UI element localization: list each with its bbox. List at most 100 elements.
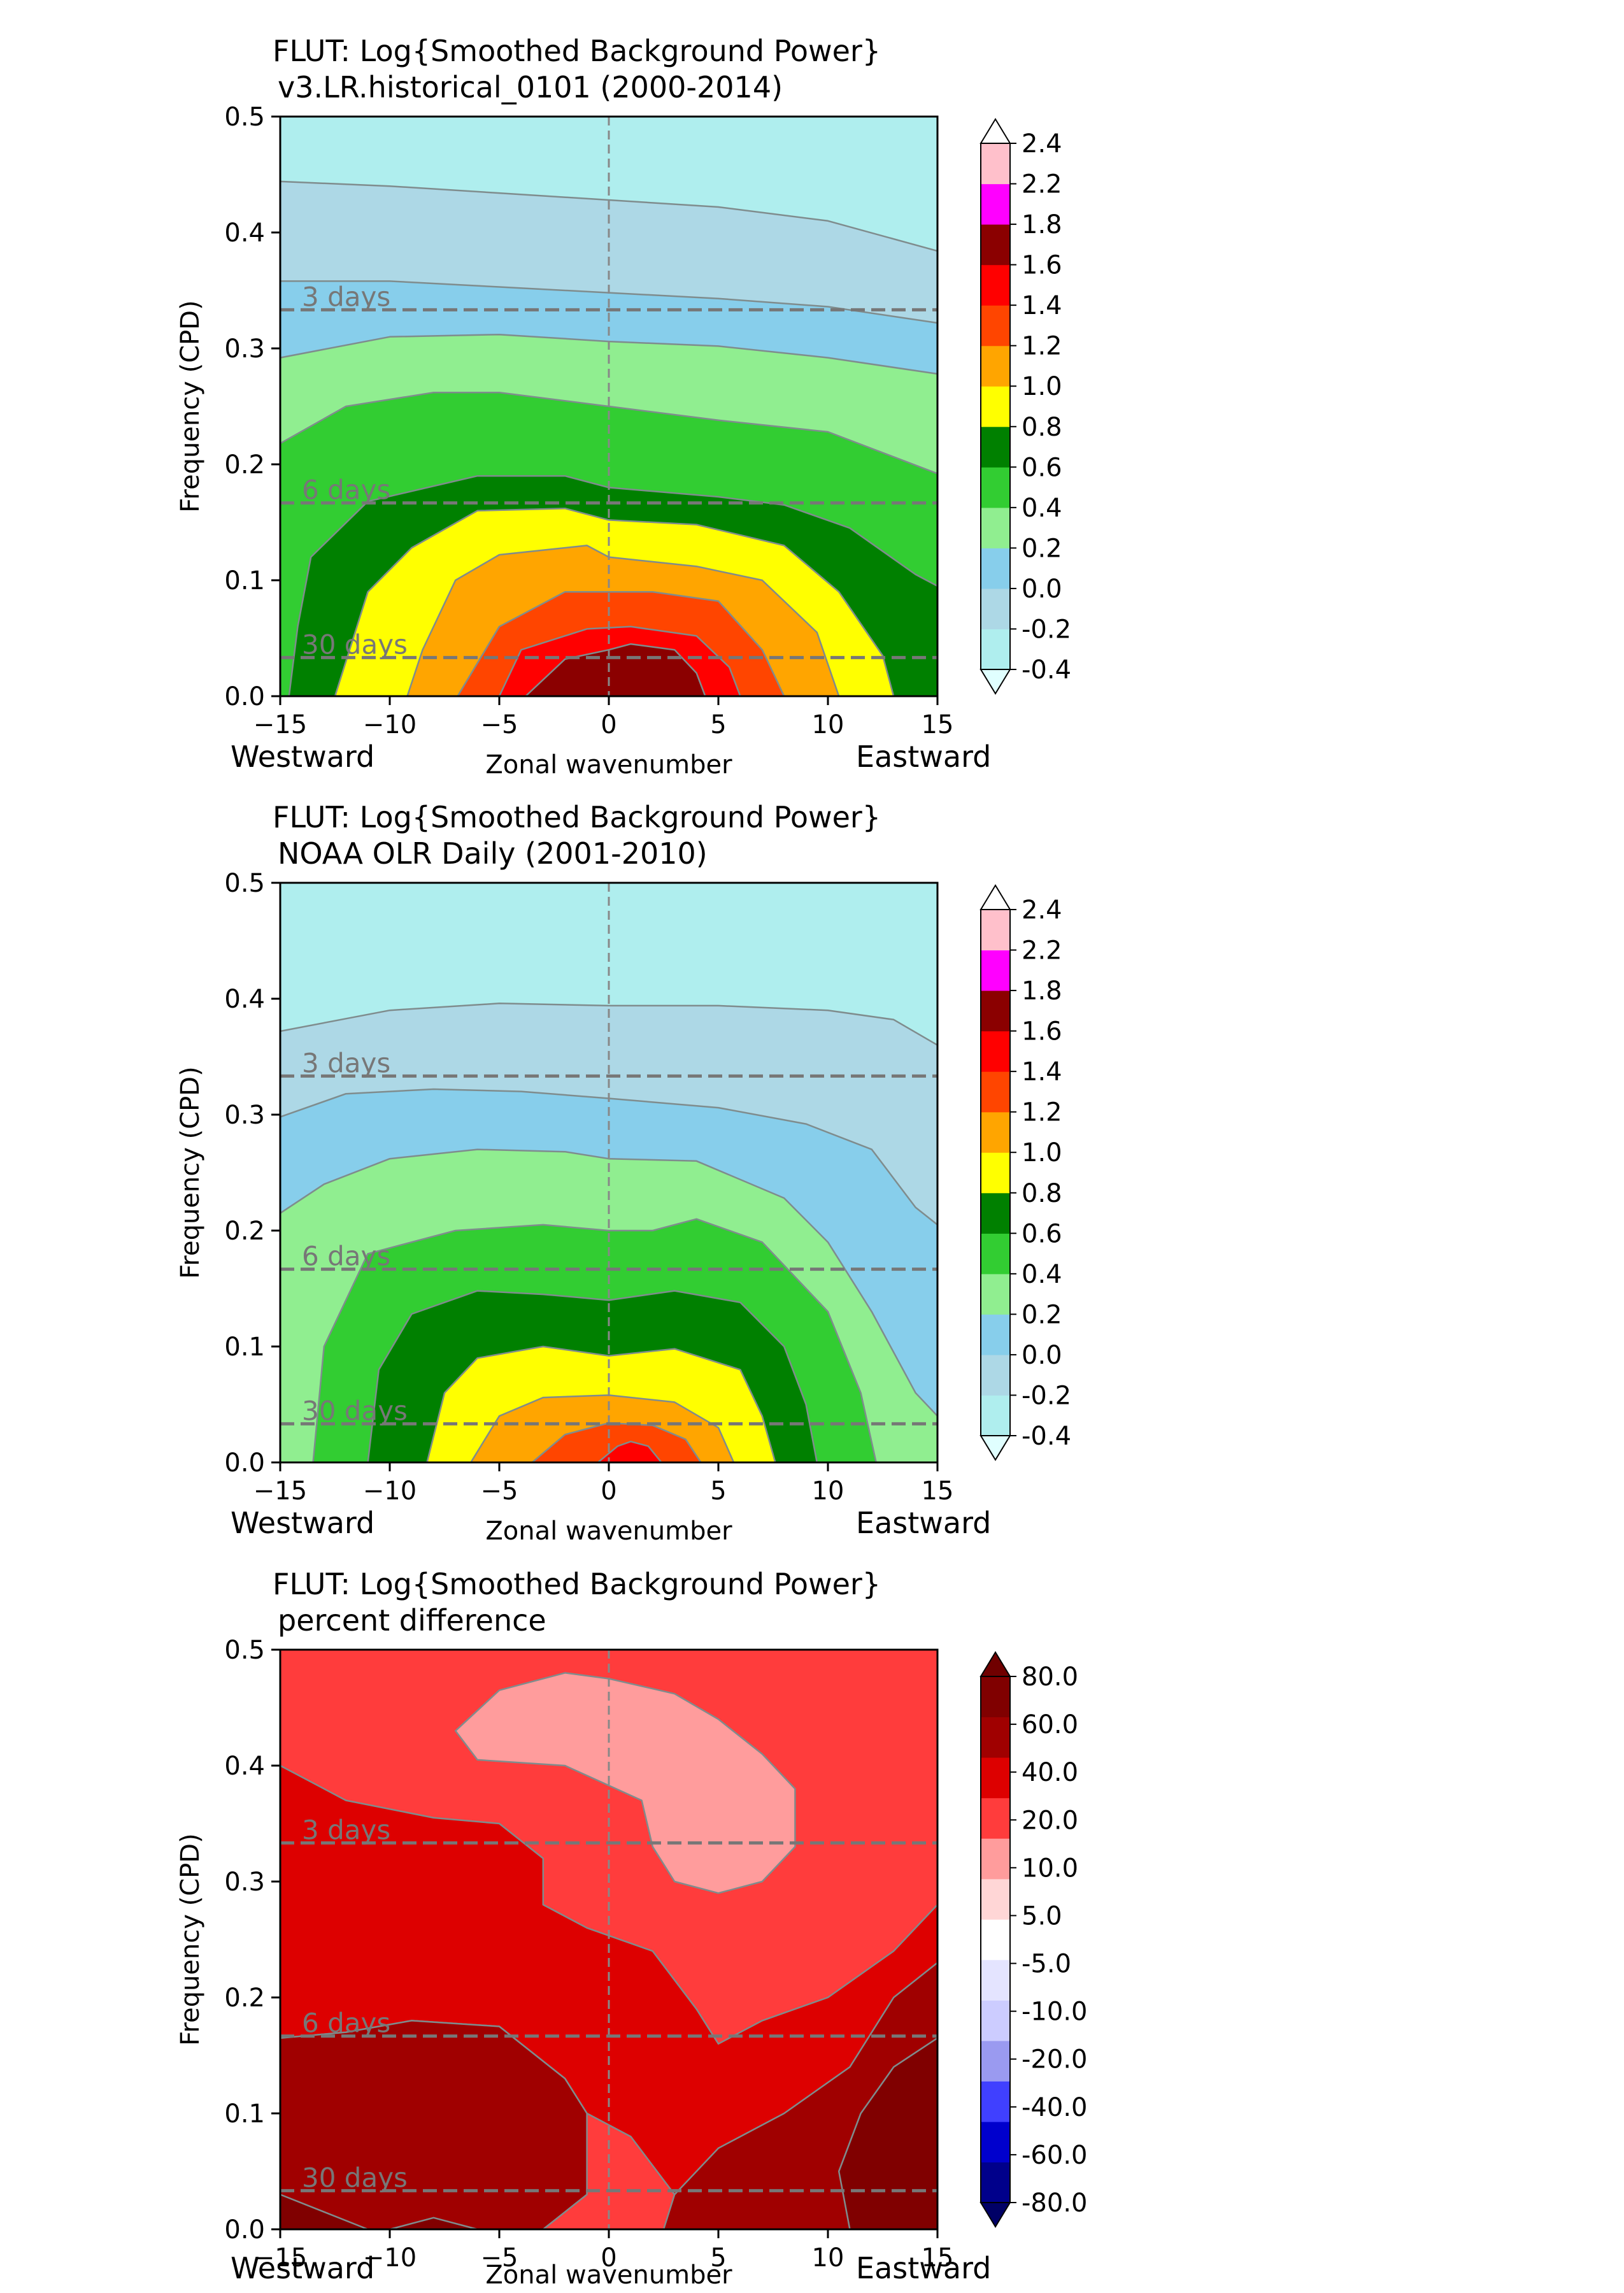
- colorbar-segment: [981, 224, 1010, 266]
- panel-title-line1: FLUT: Log{Smoothed Background Power}: [273, 1567, 881, 1601]
- colorbar-tick-label: -0.2: [1022, 1381, 1071, 1410]
- eastward-label: Eastward: [856, 1506, 991, 1540]
- period-label-6-days: 6 days: [302, 475, 390, 506]
- colorbar-frame: [980, 1676, 1011, 2203]
- colorbar-segment: [981, 1959, 1010, 2001]
- y-tick-label: 0.0: [224, 2215, 265, 2245]
- colorbar-tick-label: 80.0: [1022, 1662, 1078, 1692]
- x-tick-label: −5: [481, 710, 518, 739]
- colorbar-frame: [980, 909, 1011, 1436]
- x-tick-label: 10: [812, 2243, 844, 2273]
- x-tick-label: 0: [601, 710, 616, 739]
- x-axis-label: Zonal wavenumber: [485, 2261, 732, 2290]
- contour-plot-area: 3 days 6 days 30 days: [279, 882, 939, 1464]
- x-axis-label: Zonal wavenumber: [485, 1517, 732, 1546]
- colorbar-segment: [981, 386, 1010, 427]
- panel-observation: FLUT: Log{Smoothed Background Power} NOA…: [176, 800, 1071, 1546]
- x-tick-label: −10: [363, 710, 417, 739]
- colorbar-tick-label: 1.6: [1022, 1017, 1062, 1046]
- colorbar-tick-label: 0.8: [1022, 413, 1062, 442]
- colorbar-tick-label: -5.0: [1022, 1950, 1071, 1979]
- panel-title-line2: percent difference: [278, 1603, 546, 1638]
- axis-ticks: −15 −10 −5 0 5 10 15 0.0 0.1 0.2 0.3 0.4 0.5: [224, 869, 953, 1506]
- colorbar-tick-label: 0.0: [1022, 1341, 1062, 1370]
- colorbar-segment: [981, 1797, 1010, 1839]
- colorbar-tick-label: -80.0: [1022, 2189, 1088, 2218]
- colorbar-segment: [981, 2162, 1010, 2203]
- colorbar-tick-label: 0.6: [1022, 453, 1062, 482]
- colorbar-tick-label: 60.0: [1022, 1710, 1078, 1739]
- colorbar-segment: [981, 1717, 1010, 1758]
- y-tick-label: 0.2: [224, 450, 265, 480]
- colorbar-segment: [981, 1878, 1010, 1920]
- colorbar-segment: [981, 426, 1010, 468]
- colorbar-tick-label: -60.0: [1022, 2141, 1088, 2170]
- y-tick-label: 0.2: [224, 1217, 265, 1246]
- colorbar-tick-label: 0.0: [1022, 575, 1062, 604]
- y-tick-label: 0.2: [224, 1983, 265, 2013]
- colorbar-tick-label: -10.0: [1022, 1997, 1088, 2027]
- colorbar-segment: [981, 2040, 1010, 2082]
- colorbar-segment: [981, 1152, 1010, 1194]
- colorbar-tick-label: 2.4: [1022, 129, 1062, 159]
- x-tick-label: 15: [922, 1476, 954, 1506]
- x-tick-label: −10: [363, 2243, 417, 2273]
- x-tick-label: 5: [710, 2243, 726, 2273]
- y-tick-label: 0.4: [224, 985, 265, 1014]
- colorbar-tick-label: 2.4: [1022, 896, 1062, 925]
- colorbar-tick-label: 1.0: [1022, 372, 1062, 401]
- colorbar-segment: [981, 588, 1010, 629]
- y-tick-label: 0.4: [224, 1752, 265, 1781]
- period-lines: 3 days 6 days 30 days: [280, 281, 937, 660]
- colorbar-tick-label: 1.4: [1022, 291, 1062, 320]
- x-axis-label: Zonal wavenumber: [485, 750, 732, 780]
- y-axis-label: Frequency (CPD): [176, 300, 205, 512]
- y-tick-label: 0.1: [224, 566, 265, 596]
- x-tick-label: −10: [363, 1476, 417, 1506]
- colorbar: 2.4 2.2 1.8 1.6 1.4 1.2 1.0 0.8 0.6 0.4 0.2 0.0 -0.2…: [979, 118, 1071, 695]
- westward-label: Westward: [231, 739, 374, 774]
- contour-fills: [279, 117, 939, 697]
- x-tick-label: 10: [812, 710, 844, 739]
- colorbar-segment: [981, 1314, 1010, 1355]
- x-tick-label: −5: [481, 2243, 518, 2273]
- x-tick-label: 0: [601, 2243, 616, 2273]
- colorbar-tick-label: 0.2: [1022, 534, 1062, 563]
- contour-fills: [279, 1650, 939, 2231]
- period-label-3-days: 3 days: [302, 281, 390, 312]
- panel-model: FLUT: Log{Smoothed Background Power} v3.…: [176, 34, 1071, 780]
- colorbar-tick-label: -0.2: [1022, 615, 1071, 644]
- contour-plot-area: 3 days 6 days 30 days: [279, 1648, 939, 2231]
- colorbar-segment: [981, 143, 1010, 185]
- x-tick-label: 10: [812, 1476, 844, 1506]
- colorbar-segment: [981, 2081, 1010, 2122]
- colorbar-tick-label: -0.4: [1022, 1422, 1071, 1451]
- colorbar-segment: [981, 1757, 1010, 1799]
- colorbar-tick-label: 0.4: [1022, 1260, 1062, 1289]
- colorbar-tick-label: -20.0: [1022, 2045, 1088, 2075]
- x-tick-label: −5: [481, 1476, 518, 1506]
- colorbar-segment: [981, 910, 1010, 951]
- colorbar-tick-label: 2.2: [1022, 936, 1062, 966]
- panel-title-line1: FLUT: Log{Smoothed Background Power}: [273, 34, 881, 68]
- axis-ticks: −15 −10 −5 0 5 10 15 0.0 0.1 0.2 0.3 0.4 0.5: [224, 103, 953, 739]
- y-tick-label: 0.1: [224, 1332, 265, 1362]
- period-lines: 3 days 6 days 30 days: [280, 1047, 937, 1426]
- colorbar-tick-label: 0.2: [1022, 1300, 1062, 1329]
- period-label-30-days: 30 days: [302, 1395, 408, 1426]
- colorbar-segment: [981, 305, 1010, 346]
- colorbar-tick-label: 2.2: [1022, 170, 1062, 199]
- y-tick-label: 0.1: [224, 2099, 265, 2129]
- colorbar-tick-label: 0.4: [1022, 494, 1062, 523]
- x-tick-label: 15: [922, 2243, 954, 2273]
- colorbar-segment: [981, 1273, 1010, 1315]
- y-tick-label: 0.3: [224, 1101, 265, 1130]
- eastward-label: Eastward: [856, 739, 991, 774]
- colorbar-segment: [981, 1838, 1010, 1880]
- colorbar-tick-label: -40.0: [1022, 2093, 1088, 2122]
- colorbar-tick-label: 1.6: [1022, 251, 1062, 280]
- colorbar-segment: [981, 345, 1010, 387]
- x-tick-label: 5: [710, 710, 726, 739]
- colorbar-segment: [981, 1071, 1010, 1113]
- eastward-label: Eastward: [856, 2251, 991, 2285]
